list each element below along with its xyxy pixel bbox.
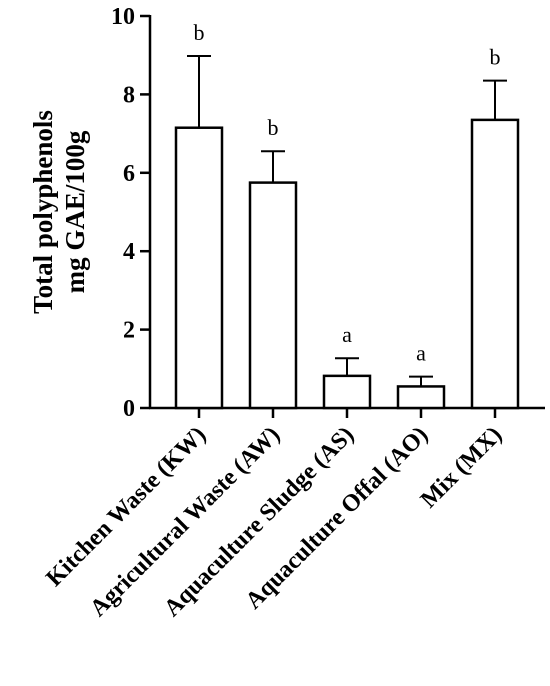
significance-label: b bbox=[194, 20, 205, 45]
y-tick-label: 8 bbox=[123, 82, 135, 108]
significance-label: b bbox=[268, 115, 279, 140]
error-bars bbox=[187, 54, 507, 387]
significance-labels: b b a a b bbox=[194, 20, 501, 366]
bar bbox=[396, 385, 446, 410]
bar bbox=[322, 374, 372, 410]
significance-label: a bbox=[416, 341, 426, 366]
category-labels: Kitchen Waste (KW)Agricultural Waste (AW… bbox=[41, 422, 507, 622]
significance-label: a bbox=[342, 322, 352, 347]
y-tick-label: 0 bbox=[123, 396, 135, 422]
y-axis-title: Total polyphenols mg GAE/100g bbox=[28, 110, 90, 314]
y-tick-label: 6 bbox=[123, 161, 135, 187]
y-tick-label: 4 bbox=[123, 239, 135, 265]
x-category-label: Mix (MX) bbox=[416, 422, 507, 513]
significance-label: b bbox=[490, 45, 501, 70]
y-axis-title-line-1: Total polyphenols bbox=[28, 110, 58, 314]
bar-series bbox=[174, 118, 520, 410]
y-tick-label: 10 bbox=[111, 4, 135, 30]
y-tick-label: 2 bbox=[123, 318, 135, 344]
y-axis: 0 2 4 6 8 10 bbox=[111, 4, 152, 422]
bar bbox=[248, 181, 298, 410]
bar bbox=[174, 126, 224, 410]
x-axis bbox=[149, 406, 545, 418]
bar bbox=[470, 118, 520, 410]
y-axis-title-line-2: mg GAE/100g bbox=[60, 130, 90, 293]
